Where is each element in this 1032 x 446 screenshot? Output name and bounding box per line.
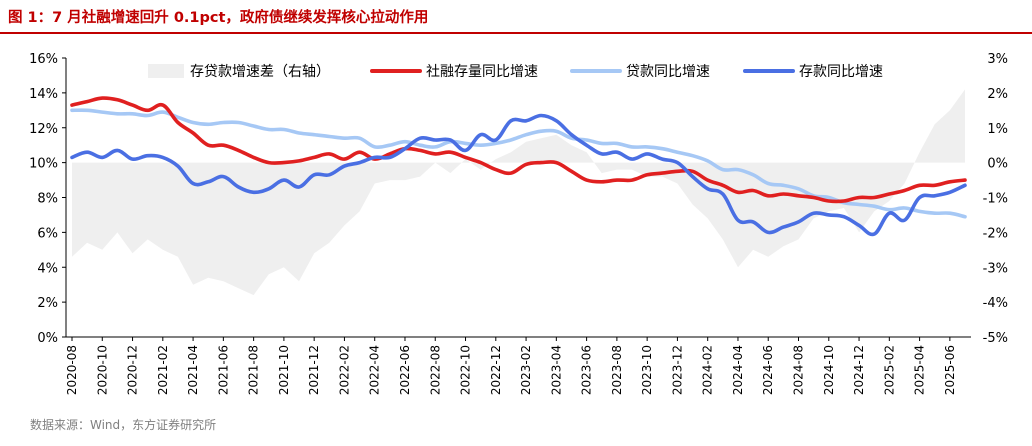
- x-tick-label: 2022-10: [459, 345, 473, 395]
- right-tick-label: 1%: [987, 122, 1008, 137]
- axis-layer: 0% 2% 4% 6% 8% 10% 12% 14% 16% -5% -4% -3% -2% -1% 0% 1…: [29, 52, 1008, 395]
- x-tick-label: 2022-08: [428, 345, 442, 395]
- left-tick-label: 8%: [37, 192, 58, 207]
- right-tick-label: -3%: [983, 261, 1008, 276]
- x-tick-label: 2023-10: [640, 345, 654, 395]
- x-tick-label: 2023-04: [549, 345, 563, 395]
- x-tick-label: 2025-06: [943, 345, 957, 395]
- x-tick-label: 2021-10: [277, 345, 291, 395]
- x-tick-label: 2024-06: [761, 345, 775, 395]
- x-tick-label: 2020-08: [65, 345, 79, 395]
- x-tick-label: 2023-06: [580, 345, 594, 395]
- right-tick-label: -2%: [983, 226, 1008, 241]
- right-tick-label: 2%: [987, 87, 1008, 102]
- x-tick-label: 2024-10: [822, 345, 836, 395]
- x-tick-label: 2021-04: [186, 345, 200, 395]
- source-note: 数据来源：Wind，东方证券研究所: [30, 418, 217, 432]
- x-tick-label: 2022-02: [337, 345, 351, 395]
- area-layer: [72, 89, 965, 296]
- right-tick-label: -5%: [983, 331, 1008, 346]
- x-tick-label: 2022-12: [489, 345, 503, 395]
- legend-item-gap-swatch: [148, 64, 184, 78]
- left-tick-label: 0%: [37, 331, 58, 346]
- x-tick-label: 2024-02: [701, 345, 715, 395]
- legend-item-tsf-label: 社融存量同比增速: [426, 64, 538, 80]
- left-tick-label: 16%: [29, 52, 58, 67]
- x-tick-label: 2022-06: [398, 345, 412, 395]
- x-tick-label: 2023-02: [519, 345, 533, 395]
- left-tick-label: 12%: [29, 122, 58, 137]
- line-layer: [70, 96, 967, 237]
- left-tick-label: 6%: [37, 226, 58, 241]
- x-tick-label: 2025-02: [882, 345, 896, 395]
- x-tick-label: 2025-04: [913, 345, 927, 395]
- legend-item-gap-label: 存贷款增速差（右轴）: [190, 64, 330, 80]
- x-tick-label: 2023-12: [670, 345, 684, 395]
- x-tick-label: 2020-10: [95, 345, 109, 395]
- left-tick-label: 14%: [29, 87, 58, 102]
- left-tick-label: 2%: [37, 296, 58, 311]
- left-tick-label: 10%: [29, 157, 58, 172]
- x-tick-label: 2024-08: [792, 345, 806, 395]
- right-tick-label: -1%: [983, 192, 1008, 207]
- right-tick-label: -4%: [983, 296, 1008, 311]
- series-line-deposit-growth: [70, 113, 967, 237]
- legend-item-deposit-label: 存款同比增速: [799, 64, 883, 80]
- legend: 存贷款增速差（右轴） 社融存量同比增速 贷款同比增速 存款同比增速: [148, 64, 883, 80]
- x-tick-label: 2022-04: [368, 345, 382, 395]
- x-tick-label: 2021-06: [216, 345, 230, 395]
- series-line-tsf-growth: [70, 96, 967, 204]
- x-tick-label: 2024-04: [731, 345, 745, 395]
- left-tick-label: 4%: [37, 261, 58, 276]
- x-tick-label: 2020-12: [126, 345, 140, 395]
- x-tick-label: 2021-08: [247, 345, 261, 395]
- x-tick-label: 2024-12: [852, 345, 866, 395]
- series-area-deposit-loan-gap: [72, 89, 965, 296]
- title-divider: [0, 32, 1032, 34]
- x-tick-label: 2023-08: [610, 345, 624, 395]
- legend-item-loan-label: 贷款同比增速: [626, 64, 710, 80]
- right-tick-label: 0%: [987, 157, 1008, 172]
- x-tick-label: 2021-12: [307, 345, 321, 395]
- chart-title: 图 1：7 月社融增速回升 0.1pct，政府债继续发挥核心拉动作用: [8, 10, 429, 26]
- x-tick-label: 2021-02: [156, 345, 170, 395]
- right-tick-label: 3%: [987, 52, 1008, 67]
